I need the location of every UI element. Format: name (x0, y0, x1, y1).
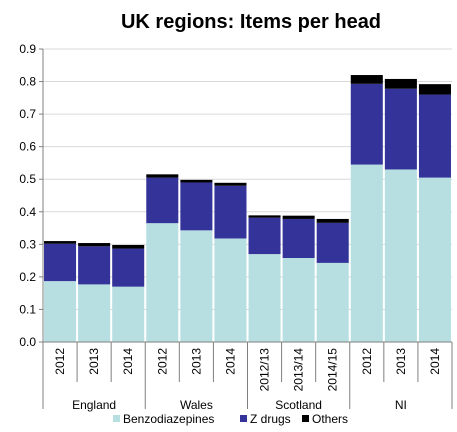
legend-swatch (302, 415, 309, 422)
bar-segment-z-drugs (316, 222, 349, 263)
legend-label: Z drugs (250, 412, 291, 426)
bar-segment-z-drugs (350, 83, 383, 165)
bar-segment-z-drugs (418, 94, 451, 178)
y-tick-label: 0.0 (19, 335, 36, 349)
y-tick-label: 0.9 (19, 42, 36, 56)
y-tick-label: 0.1 (19, 302, 36, 316)
bar-segment-benzodiazepines (418, 177, 451, 342)
group-label: England (72, 398, 116, 412)
bar-segment-z-drugs (112, 248, 145, 287)
y-tick-label: 0.4 (19, 205, 36, 219)
bar-segment-benzodiazepines (44, 281, 77, 342)
bar-segment-others (180, 179, 213, 183)
x-tick-label: 2014 (224, 348, 238, 375)
bar-segment-z-drugs (180, 182, 213, 231)
x-tick-label: 2012/13 (258, 348, 272, 392)
bar-segment-others (112, 244, 145, 249)
bar-segment-others (282, 215, 315, 219)
y-tick-label: 0.2 (19, 270, 36, 284)
bar-segment-z-drugs (44, 243, 77, 282)
bar-segment-others (214, 182, 247, 186)
gridlines (43, 48, 452, 343)
bar-segment-others (418, 84, 451, 95)
bar-segment-benzodiazepines (248, 254, 281, 342)
bar-segment-benzodiazepines (384, 169, 417, 342)
bar-segment-z-drugs (248, 217, 281, 255)
bar-segment-benzodiazepines (316, 262, 349, 342)
bar-segment-z-drugs (146, 177, 179, 224)
bar-segment-others (316, 218, 349, 223)
y-tick-label: 0.6 (19, 140, 36, 154)
chart-title: UK regions: Items per head (121, 11, 381, 33)
x-tick-label: 2014 (121, 348, 135, 375)
x-tick-label: 2013/14 (292, 348, 306, 392)
bar-segment-others (384, 78, 417, 89)
y-tick-label: 0.3 (19, 237, 36, 251)
bar-segment-z-drugs (384, 88, 417, 170)
bar-segment-benzodiazepines (112, 286, 145, 342)
legend-label: Benzodiazepines (123, 412, 214, 426)
group-label: Scotland (275, 398, 322, 412)
y-tick-label: 0.7 (19, 107, 36, 121)
bar-segment-benzodiazepines (180, 230, 213, 342)
x-tick-label: 2012 (155, 348, 169, 375)
bar-segment-others (146, 174, 179, 178)
bar-segment-others (78, 243, 111, 247)
legend-swatch (240, 415, 247, 422)
x-tick-label: 2014 (428, 348, 442, 375)
x-axis: 2012 2013 2014 2012 2013 2014 2012/13 2013/14 20… (42, 341, 453, 412)
bar-segment-benzodiazepines (282, 258, 315, 342)
bars (44, 75, 451, 342)
bar-segment-z-drugs (78, 246, 111, 285)
x-tick-label: 2012 (360, 348, 374, 375)
y-axis: 0.0 0.1 0.2 0.3 0.4 0.5 0.6 0.7 0.8 0.9 (19, 42, 44, 349)
bar-segment-benzodiazepines (350, 164, 383, 342)
legend: Benzodiazepines Z drugs Others (113, 412, 348, 426)
bar-segment-z-drugs (282, 218, 315, 259)
group-label: NI (395, 398, 407, 412)
legend-swatch (113, 415, 120, 422)
x-tick-label: 2013 (394, 348, 408, 375)
x-tick-label: 2012 (53, 348, 67, 375)
x-tick-label: 2013 (87, 348, 101, 375)
bar-segment-others (248, 215, 281, 218)
x-tick-label: 2013 (189, 348, 203, 375)
x-tick-label: 2014/15 (326, 348, 340, 392)
group-label: Wales (180, 398, 213, 412)
bar-segment-z-drugs (214, 185, 247, 239)
y-tick-label: 0.8 (19, 75, 36, 89)
legend-label: Others (312, 412, 348, 426)
y-tick-label: 0.5 (19, 172, 36, 186)
bar-segment-others (44, 241, 77, 244)
bar-segment-benzodiazepines (214, 238, 247, 342)
bar-segment-others (350, 75, 383, 84)
bar-segment-benzodiazepines (78, 284, 111, 342)
bar-segment-benzodiazepines (146, 223, 179, 342)
